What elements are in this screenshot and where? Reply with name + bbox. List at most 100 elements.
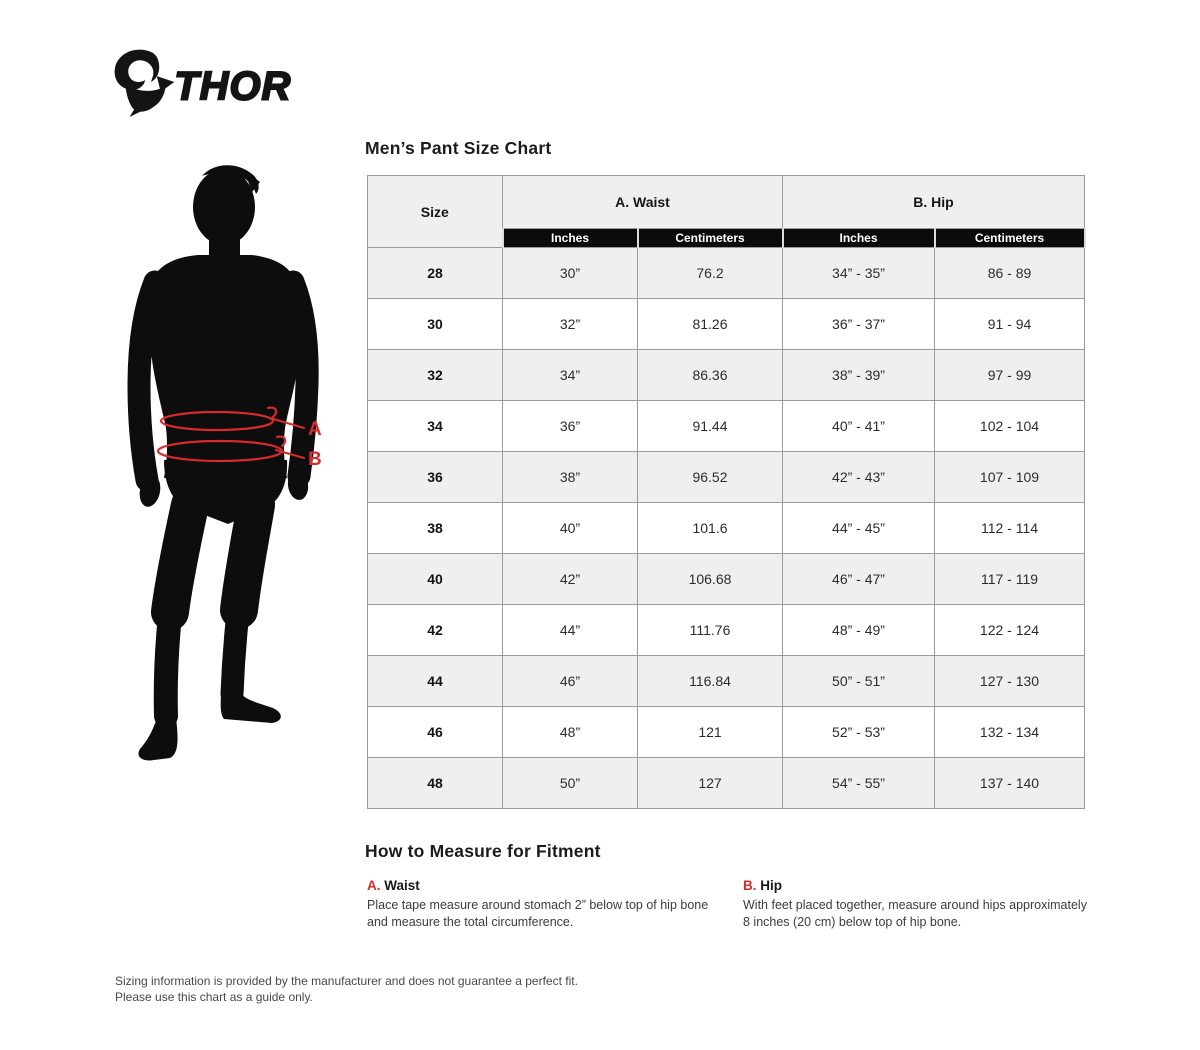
waist-inches-cell: 34” xyxy=(502,349,638,401)
hip-key: B. xyxy=(743,878,757,893)
table-row: 40 42” 106.68 46” - 47” 117 - 119 xyxy=(367,553,1086,605)
waist-inches-cell: 38” xyxy=(502,451,638,503)
hip-instruction-block: B. Hip With feet placed together, measur… xyxy=(743,878,1088,930)
hip-cm-cell: 97 - 99 xyxy=(933,349,1086,401)
waist-cm-cell: 121 xyxy=(637,706,783,758)
size-cell: 32 xyxy=(367,349,503,401)
hip-inches-cell: 44” - 45” xyxy=(782,502,935,554)
thor-logo: THOR xyxy=(114,49,291,118)
table-row: 42 44” 111.76 48” - 49” 122 - 124 xyxy=(367,604,1086,656)
hip-cm-cell: 122 - 124 xyxy=(933,604,1086,656)
body-silhouette xyxy=(127,165,319,761)
waist-instruction-block: A. Waist Place tape measure around stoma… xyxy=(367,878,712,930)
hip-inches-cell: 54” - 55” xyxy=(782,757,935,809)
hip-inches-cell: 38” - 39” xyxy=(782,349,935,401)
column-header-hip-centimeters: Centimeters xyxy=(933,228,1086,248)
hip-pointer-line xyxy=(274,448,306,460)
hip-instruction-label: B. Hip xyxy=(743,878,1088,893)
ram-head-icon xyxy=(114,49,175,118)
hip-point-label: B xyxy=(308,449,322,470)
table-row: 38 40” 101.6 44” - 45” 112 - 114 xyxy=(367,502,1086,554)
table-row: 30 32” 81.26 36” - 37” 91 - 94 xyxy=(367,298,1086,350)
hip-instruction-text: With feet placed together, measure aroun… xyxy=(743,898,1087,929)
hip-cm-cell: 91 - 94 xyxy=(933,298,1086,350)
waist-inches-cell: 48” xyxy=(502,706,638,758)
waist-cm-cell: 86.36 xyxy=(637,349,783,401)
hip-cm-cell: 102 - 104 xyxy=(933,400,1086,452)
table-row: 46 48” 121 52” - 53” 132 - 134 xyxy=(367,706,1086,758)
column-header-hip-inches: Inches xyxy=(781,228,936,248)
table-row: 48 50” 127 54” - 55” 137 - 140 xyxy=(367,757,1086,809)
waist-instruction-label: A. Waist xyxy=(367,878,712,893)
hip-inches-cell: 46” - 47” xyxy=(782,553,935,605)
trademark-dot xyxy=(281,95,286,100)
table-row: 32 34” 86.36 38” - 39” 97 - 99 xyxy=(367,349,1086,401)
waist-pointer-line xyxy=(268,416,306,430)
waist-key: A. xyxy=(367,878,381,893)
column-header-waist-centimeters: Centimeters xyxy=(636,228,784,248)
size-table-body: 28 30” 76.2 34” - 35” 86 - 89 30 32” 81.26 36” -… xyxy=(367,247,1086,809)
size-cell: 34 xyxy=(367,400,503,452)
hip-inches-cell: 48” - 49” xyxy=(782,604,935,656)
waist-measure-line xyxy=(159,410,275,432)
waist-inches-cell: 30” xyxy=(502,247,638,299)
size-cell: 36 xyxy=(367,451,503,503)
table-row: 36 38” 96.52 42” - 43” 107 - 109 xyxy=(367,451,1086,503)
hip-inches-cell: 36” - 37” xyxy=(782,298,935,350)
size-chart-table: Size A. Waist B. Hip Inches Centimeters … xyxy=(367,175,1086,809)
size-cell: 28 xyxy=(367,247,503,299)
size-cell: 42 xyxy=(367,604,503,656)
column-header-waist-inches: Inches xyxy=(501,228,639,248)
hip-cm-cell: 127 - 130 xyxy=(933,655,1086,707)
waist-cm-cell: 116.84 xyxy=(637,655,783,707)
column-group-waist: A. Waist xyxy=(502,175,783,229)
waist-instruction-text: Place tape measure around stomach 2” bel… xyxy=(367,898,709,929)
waist-cm-cell: 76.2 xyxy=(637,247,783,299)
waist-cm-cell: 91.44 xyxy=(637,400,783,452)
waist-inches-cell: 40” xyxy=(502,502,638,554)
hip-name: Hip xyxy=(760,878,783,893)
hip-inches-cell: 50” - 51” xyxy=(782,655,935,707)
hip-inches-cell: 34” - 35” xyxy=(782,247,935,299)
size-cell: 30 xyxy=(367,298,503,350)
table-row: 28 30” 76.2 34” - 35” 86 - 89 xyxy=(367,247,1086,299)
male-silhouette-figure: A B xyxy=(127,165,322,761)
size-cell: 44 xyxy=(367,655,503,707)
size-cell: 48 xyxy=(367,757,503,809)
hip-inches-cell: 52” - 53” xyxy=(782,706,935,758)
column-header-size: Size xyxy=(367,175,503,248)
sizing-disclaimer: Sizing information is provided by the ma… xyxy=(115,973,578,1005)
waist-inches-cell: 44” xyxy=(502,604,638,656)
table-group-header-row: Size A. Waist B. Hip xyxy=(367,175,1086,248)
hip-cm-cell: 132 - 134 xyxy=(933,706,1086,758)
hip-cm-cell: 137 - 140 xyxy=(933,757,1086,809)
waist-cm-cell: 106.68 xyxy=(637,553,783,605)
disclaimer-line-2: Please use this chart as a guide only. xyxy=(115,990,313,1005)
waist-cm-cell: 96.52 xyxy=(637,451,783,503)
column-group-hip: B. Hip xyxy=(781,175,1086,229)
waist-inches-cell: 46” xyxy=(502,655,638,707)
waist-inches-cell: 36” xyxy=(502,400,638,452)
hip-inches-cell: 40” - 41” xyxy=(782,400,935,452)
hip-inches-cell: 42” - 43” xyxy=(782,451,935,503)
measurement-overlay: A B xyxy=(156,406,322,470)
page-title: Men’s Pant Size Chart xyxy=(365,138,552,158)
waist-point-label: A xyxy=(308,419,322,440)
waist-cm-cell: 111.76 xyxy=(637,604,783,656)
waist-cm-cell: 101.6 xyxy=(637,502,783,554)
how-to-heading: How to Measure for Fitment xyxy=(365,841,601,861)
table-row: 34 36” 91.44 40” - 41” 102 - 104 xyxy=(367,400,1086,452)
disclaimer-line-1: Sizing information is provided by the ma… xyxy=(115,974,578,988)
waist-name: Waist xyxy=(384,878,420,893)
brand-wordmark: THOR xyxy=(174,65,291,109)
waist-inches-cell: 42” xyxy=(502,553,638,605)
hip-cm-cell: 112 - 114 xyxy=(933,502,1086,554)
size-cell: 40 xyxy=(367,553,503,605)
waist-inches-cell: 50” xyxy=(502,757,638,809)
waist-cm-cell: 127 xyxy=(637,757,783,809)
table-row: 44 46” 116.84 50” - 51” 127 - 130 xyxy=(367,655,1086,707)
waist-cm-cell: 81.26 xyxy=(637,298,783,350)
hip-cm-cell: 117 - 119 xyxy=(933,553,1086,605)
hip-cm-cell: 86 - 89 xyxy=(933,247,1086,299)
